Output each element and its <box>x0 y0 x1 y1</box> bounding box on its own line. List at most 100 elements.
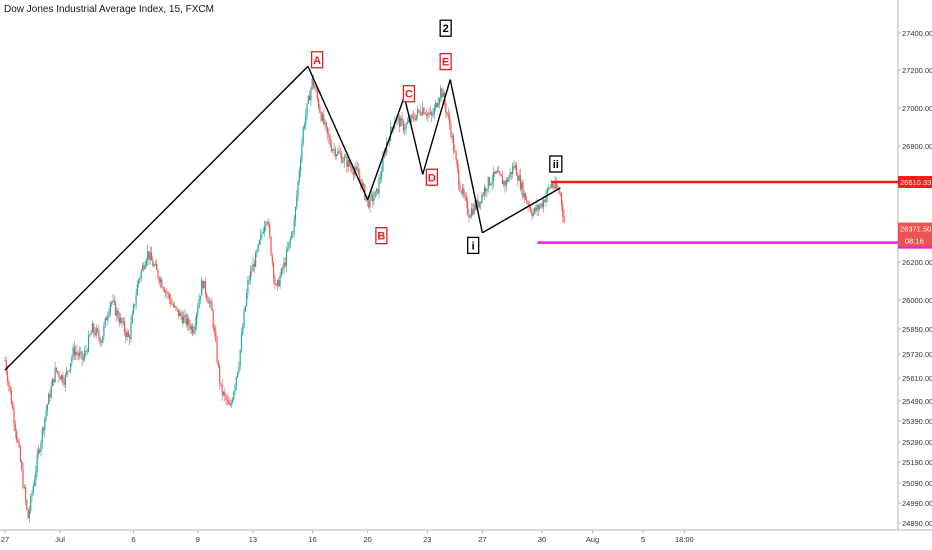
y-tick-label: 27400.00 <box>902 29 932 38</box>
candle-body <box>464 195 466 198</box>
candle-body <box>499 171 501 175</box>
x-tick-label: 27 <box>1 535 9 544</box>
candle-body <box>339 152 342 155</box>
candle-body <box>78 352 81 356</box>
candle-body <box>228 400 230 404</box>
candle-body <box>306 103 308 115</box>
candle-body <box>382 157 384 172</box>
wave-label: B <box>377 231 385 243</box>
candle-body <box>370 194 372 196</box>
candle-body <box>401 117 403 121</box>
candle-body <box>368 200 370 208</box>
y-tick-label: 25610.00 <box>902 374 932 383</box>
candle-body <box>509 172 511 177</box>
candle-body <box>300 160 302 172</box>
candle-body <box>42 428 45 431</box>
candle-body <box>51 378 54 387</box>
candle-body <box>6 371 9 382</box>
candle-body <box>188 318 190 326</box>
candle-body <box>533 207 536 213</box>
candle-body <box>497 171 500 173</box>
candle-body <box>77 353 79 356</box>
wave-trend-line <box>449 79 484 233</box>
wave-label-box <box>425 168 439 186</box>
candle-body <box>549 187 551 189</box>
candle-body <box>199 295 201 300</box>
candle-body <box>72 347 74 358</box>
candle-body <box>545 195 547 202</box>
candle-body <box>22 468 24 488</box>
candle-body <box>324 122 326 125</box>
candle-body <box>251 271 253 273</box>
candle-body <box>113 300 115 303</box>
candle-body <box>141 265 144 271</box>
candle-body <box>253 263 255 267</box>
candle-body <box>269 224 271 237</box>
candle-body <box>332 149 334 152</box>
last-price-tag <box>898 222 932 247</box>
candle-body <box>102 335 104 343</box>
candle-body <box>117 310 119 319</box>
candle-body <box>518 175 520 181</box>
candle-body <box>309 95 311 101</box>
candle-body <box>120 317 122 323</box>
candle-body <box>192 326 194 334</box>
candle-body <box>4 360 6 361</box>
candle-body <box>326 127 329 134</box>
candle-body <box>244 305 246 312</box>
candle-body <box>145 259 147 265</box>
candle-body <box>190 326 192 330</box>
candle-body <box>30 496 32 511</box>
candle-body <box>105 317 108 321</box>
candle-body <box>487 177 489 189</box>
candle-body <box>542 200 545 208</box>
candle-body <box>553 186 555 188</box>
candle-body <box>532 212 534 216</box>
y-tick-label: 26200.00 <box>902 258 932 267</box>
candle-body <box>96 328 99 331</box>
candle-body <box>379 177 381 179</box>
candle-body <box>26 500 28 510</box>
candle-body <box>170 298 172 304</box>
candle-body <box>320 112 322 121</box>
candle-body <box>217 361 219 366</box>
candle-body <box>54 367 56 383</box>
candle-body <box>321 114 324 121</box>
candle-body <box>220 383 222 385</box>
x-tick-label: 20 <box>363 535 371 544</box>
candle-body <box>558 189 560 193</box>
candle-body <box>185 314 187 325</box>
candle-body <box>318 98 320 108</box>
candle-body <box>559 192 561 194</box>
candle-body <box>82 358 84 360</box>
candle-body <box>260 234 262 241</box>
candle-body <box>222 392 225 395</box>
candle-body <box>418 109 420 111</box>
y-tick-label: 27000.00 <box>902 104 932 113</box>
candle-body <box>508 176 510 182</box>
candle-body <box>546 188 548 196</box>
candle-body <box>262 232 264 234</box>
candle-body <box>544 200 546 202</box>
candle-body <box>127 332 129 337</box>
wave-label: ii <box>553 159 559 171</box>
candle-body <box>198 299 200 308</box>
candle-body <box>384 152 387 154</box>
candle-body <box>297 181 299 196</box>
candle-body <box>375 189 378 192</box>
candle-body <box>59 377 61 380</box>
candle-body <box>35 471 37 481</box>
candle-body <box>167 293 169 295</box>
candle-body <box>121 317 123 323</box>
candle-body <box>325 122 327 128</box>
candle-body <box>75 351 77 356</box>
candle-body <box>116 310 118 316</box>
candle-body <box>301 143 303 161</box>
candle-body <box>472 208 474 215</box>
candle-body <box>486 188 488 192</box>
candle-body <box>81 351 83 360</box>
x-tick-label: Aug <box>586 535 599 544</box>
candle-body <box>429 112 432 114</box>
candle-body <box>369 195 371 208</box>
